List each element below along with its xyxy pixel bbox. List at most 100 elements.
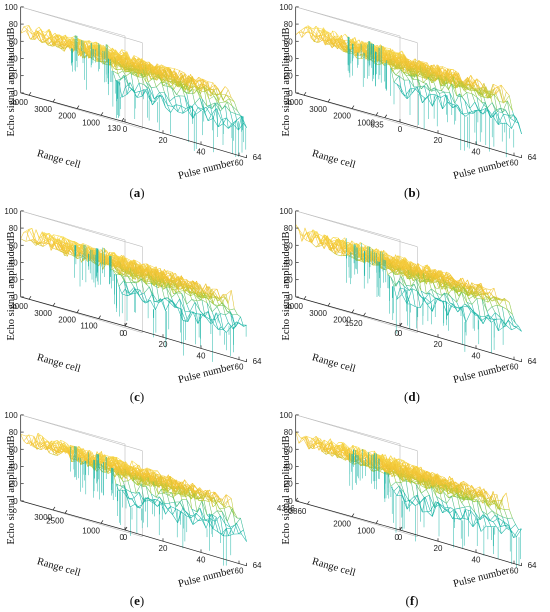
mesh-line-r-b-1-28 — [315, 25, 320, 31]
mesh-line-r-c-11-21 — [112, 255, 117, 260]
mesh-line-r-b-23-27 — [430, 77, 434, 81]
mesh-line-r-c-12-9 — [154, 270, 159, 280]
mesh-line-p-a-4-18 — [203, 86, 210, 100]
mesh-line-p-c-3-12 — [176, 292, 182, 294]
mesh-line-p-a-0-18 — [215, 108, 222, 121]
mesh-line-r-c-11-33 — [76, 243, 80, 247]
mesh-line-r-a-17-0 — [207, 115, 212, 121]
mesh-line-r-c-11-1 — [174, 307, 178, 309]
mesh-line-r-b-3-33 — [310, 29, 315, 42]
mesh-line-r-a-11-21 — [112, 50, 117, 60]
mesh-line-p-b-6-22 — [492, 83, 499, 87]
mesh-line-p-a-6-3 — [121, 49, 128, 53]
mesh-line-r-b-17-7 — [461, 80, 465, 87]
mesh-line-r-a-21-1 — [225, 105, 229, 129]
mesh-line-p-a-3-22 — [227, 101, 233, 107]
mesh-line-r-a-14-12 — [155, 74, 160, 77]
mesh-line-r-a-18-10 — [182, 76, 186, 86]
mesh-line-r-c-18-4 — [200, 287, 205, 294]
mesh-line-r-b-18-14 — [444, 69, 449, 79]
mesh-line-p-b-3-14 — [461, 92, 467, 98]
mesh-line-p-a-6-21 — [212, 88, 219, 90]
mesh-line-r-a-7-1 — [154, 96, 158, 100]
mesh-line-r-a-0-0 — [121, 87, 126, 98]
mesh-line-r-a-23-4 — [225, 94, 230, 99]
mesh-line-r-a-23-9 — [210, 90, 215, 97]
mesh-line-r-a-20-5 — [207, 89, 212, 93]
mesh-line-r-b-17-18 — [427, 66, 432, 76]
mesh-line-r-a-15-6 — [179, 70, 183, 83]
mesh-line-r-b-0-31 — [301, 28, 306, 38]
mesh-line-r-b-15-3 — [463, 89, 467, 93]
mesh-line-r-b-0-17 — [344, 33, 348, 37]
range-tick-b-4 — [384, 114, 388, 118]
mesh-line-r-a-6-0 — [152, 101, 156, 106]
mesh-line-r-a-23-11 — [204, 81, 209, 88]
mesh-line-r-a-14-3 — [183, 90, 187, 94]
mesh-line-r-b-16-1 — [474, 101, 479, 110]
mesh-line-r-c-14-9 — [165, 276, 169, 280]
mesh-line-r-a-2-2 — [125, 75, 130, 87]
mesh-line-r-a-3-26 — [57, 35, 61, 46]
mesh-line-p-a-19-0 — [66, 36, 72, 38]
mesh-line-p-a-26-3 — [60, 34, 66, 46]
mesh-line-r-c-23-2 — [232, 314, 236, 328]
mesh-line-r-a-16-4 — [190, 77, 195, 94]
z-axis-title-b: Echo signal amplitude/dB — [281, 27, 292, 136]
mesh-line-r-b-4-24 — [343, 45, 347, 48]
mesh-line-r-b-22-9 — [480, 83, 485, 95]
mesh-line-r-b-5-5 — [406, 68, 411, 71]
mesh-line-r-c-14-6 — [174, 282, 178, 288]
mesh-line-r-a-0-23 — [51, 36, 55, 41]
mesh-line-r-a-9-13 — [127, 64, 131, 68]
mesh-line-r-b-2-24 — [333, 38, 337, 47]
mesh-line-r-b-23-9 — [485, 86, 490, 98]
mesh-line-r-a-3-2 — [130, 72, 135, 93]
mesh-line-p-a-3-10 — [166, 82, 172, 88]
mesh-line-p-a-4-10 — [163, 85, 169, 87]
mesh-line-r-b-17-20 — [421, 67, 426, 79]
mesh-line-r-a-6-4 — [139, 69, 144, 72]
mesh-line-r-a-3-0 — [136, 91, 141, 98]
mesh-line-r-c-11-3 — [168, 283, 172, 298]
mesh-line-p-c-4-13 — [178, 290, 184, 292]
mesh-line-p-b-2-6 — [424, 85, 430, 91]
mesh-line-r-a-1-28 — [40, 36, 45, 42]
mesh-line-p-b-7-19 — [474, 79, 480, 82]
mesh-line-r-b-16-7 — [456, 85, 460, 88]
mesh-line-r-c-17-4 — [195, 282, 200, 295]
mesh-line-r-b-2-3 — [397, 63, 402, 70]
range-tick-a-4 — [121, 117, 125, 122]
mesh-line-r-b-6-30 — [335, 40, 339, 48]
mesh-line-r-a-17-2 — [201, 98, 206, 113]
mesh-line-r-a-22-4 — [220, 94, 225, 103]
mesh-line-r-a-20-9 — [195, 77, 199, 87]
mesh-line-r-b-3-7 — [390, 49, 394, 54]
pulse-tick-label-b-2: 40 — [472, 147, 481, 156]
mesh-line-p-a-1-9 — [167, 105, 173, 107]
mesh-line-r-c-15-3 — [188, 290, 193, 300]
mesh-line-p-a-7-6 — [133, 55, 140, 59]
mesh-line-r-c-10-3 — [163, 287, 167, 290]
mesh-line-p-c-2-15 — [194, 301, 201, 311]
mesh-line-r-a-5-8 — [122, 52, 127, 65]
mesh-line-r-b-24-10 — [487, 90, 492, 99]
mesh-line-p-c-2-2 — [128, 287, 135, 294]
mesh-line-r-c-16-19 — [144, 275, 148, 277]
mesh-line-r-b-2-18 — [351, 37, 356, 44]
mesh-line-r-b-2-30 — [314, 27, 319, 38]
mesh-line-r-a-1-20 — [65, 39, 69, 46]
mesh-line-p-a-1-12 — [182, 109, 188, 114]
mesh-line-p-c-17-2 — [82, 243, 89, 246]
mesh-line-p-c-4-19 — [208, 300, 215, 305]
mesh-line-r-a-4-2 — [135, 72, 140, 83]
mesh-line-p-c-15-14 — [149, 265, 156, 269]
mesh-line-r-b-8-4 — [424, 65, 429, 78]
mesh-line-r-c-18-3 — [203, 293, 208, 303]
mesh-line-p-b-2-20 — [495, 108, 501, 111]
mesh-line-r-a-0-22 — [54, 34, 58, 37]
mesh-line-r-b-3-4 — [399, 54, 404, 73]
mesh-line-p-b-28-7 — [349, 52, 355, 55]
mesh-line-r-c-24-9 — [215, 296, 220, 300]
